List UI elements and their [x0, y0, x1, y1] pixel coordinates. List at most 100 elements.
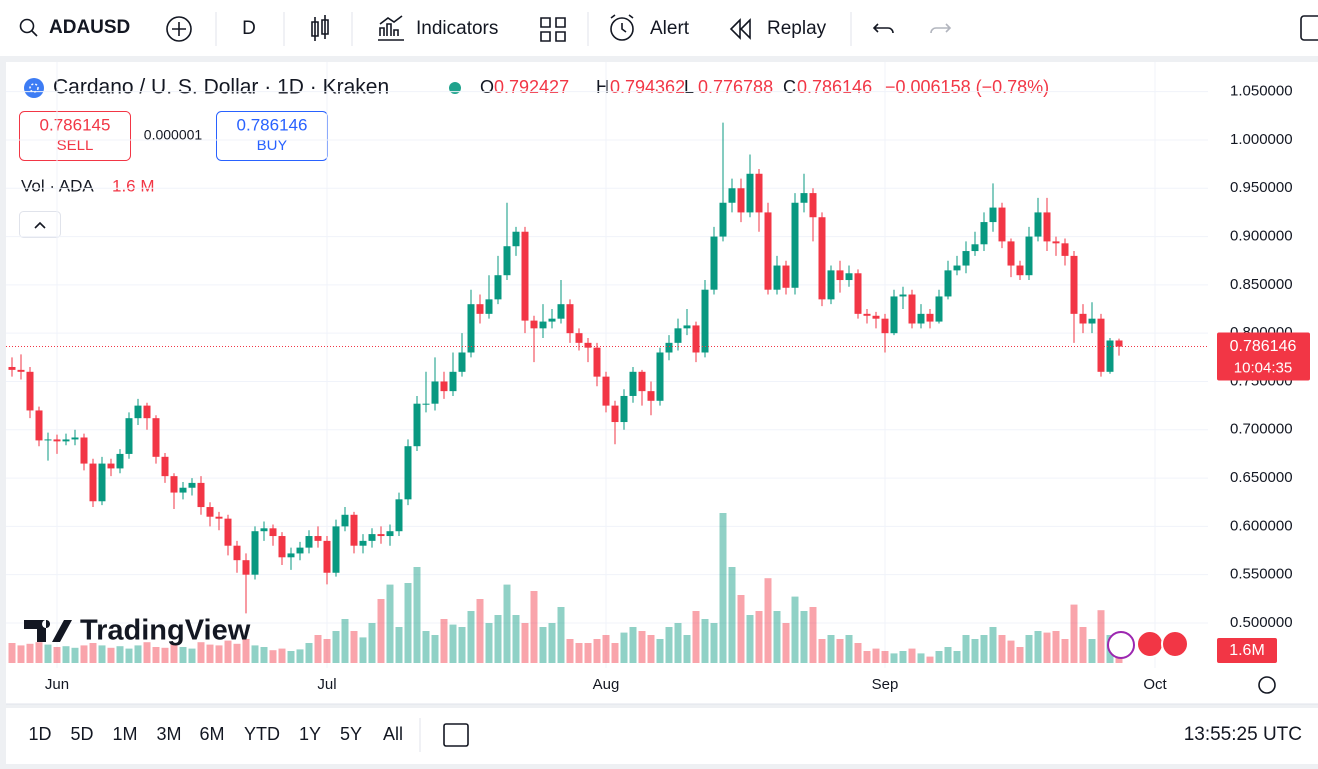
- spread: 0.000001: [144, 127, 203, 143]
- collapse-button[interactable]: [19, 211, 61, 238]
- candle-body: [935, 296, 943, 322]
- candle-body: [170, 476, 178, 493]
- candle-body: [1070, 255, 1078, 314]
- candle-body: [476, 304, 484, 314]
- candle-body: [845, 273, 853, 281]
- compare-icon: [172, 22, 186, 36]
- event-icon[interactable]: [1161, 630, 1189, 658]
- volume-bar: [251, 645, 259, 663]
- volume-bar: [170, 643, 178, 663]
- candle-body: [719, 202, 727, 237]
- candle-body: [683, 325, 691, 329]
- volume-bar: [233, 643, 241, 663]
- layouts-button[interactable]: [540, 17, 566, 42]
- ohlc-key: O: [480, 77, 494, 97]
- volume-bar: [494, 615, 502, 663]
- candle-body: [1088, 318, 1096, 324]
- volume-bar: [1079, 627, 1087, 663]
- volume-bar: [584, 643, 592, 663]
- volume-bar: [1034, 631, 1042, 663]
- candle-body: [269, 528, 277, 537]
- volume-bar: [1061, 639, 1069, 663]
- range-button[interactable]: 5D: [70, 724, 93, 744]
- x-tick-label: Oct: [1143, 676, 1167, 693]
- volume-bar: [638, 631, 646, 663]
- volume-bar: [1088, 639, 1096, 663]
- volume-bar: [728, 567, 736, 663]
- settings-button[interactable]: [1258, 676, 1276, 694]
- volume-bar: [206, 644, 214, 663]
- chart-type-button[interactable]: [311, 15, 329, 41]
- volume-bar: [548, 623, 556, 663]
- panel-button[interactable]: [1300, 15, 1318, 41]
- range-button[interactable]: YTD: [244, 724, 280, 744]
- ohlc-key: H: [596, 77, 609, 97]
- indicators-icon: [378, 15, 404, 41]
- ohlc-key: L: [684, 77, 694, 97]
- event-icon[interactable]: [1107, 631, 1135, 659]
- volume-bar: [458, 627, 466, 663]
- candle-body: [359, 540, 367, 546]
- x-tick-label: Sep: [872, 676, 899, 693]
- range-button[interactable]: 6M: [199, 724, 224, 744]
- volume-bar: [971, 639, 979, 663]
- volume-bar: [71, 647, 79, 663]
- candle-body: [143, 405, 151, 419]
- range-button[interactable]: 1M: [112, 724, 137, 744]
- volume-bar: [593, 639, 601, 663]
- volume-bar: [737, 595, 745, 663]
- sell-button[interactable]: [19, 111, 131, 161]
- volume-bar: [1043, 632, 1051, 663]
- candle-body: [287, 553, 295, 558]
- volume-bar: [791, 596, 799, 663]
- candles: [6, 122, 1208, 614]
- candle-body: [1052, 241, 1060, 244]
- ohlc-value: 0.792427: [494, 77, 569, 97]
- candle-body: [881, 318, 889, 334]
- range-button[interactable]: 5Y: [340, 724, 362, 744]
- market-status: [449, 82, 461, 94]
- candle-body: [566, 304, 574, 334]
- range-button[interactable]: 3M: [156, 724, 181, 744]
- candle-body: [125, 418, 133, 454]
- countdown: 10:04:35: [1234, 360, 1292, 377]
- candle-body: [35, 410, 43, 441]
- volume-bar: [332, 631, 340, 663]
- candle-body: [764, 212, 772, 290]
- candle-body: [62, 439, 70, 442]
- candle-body: [1025, 236, 1033, 276]
- candle-body: [278, 536, 286, 558]
- redo-button[interactable]: [930, 23, 952, 34]
- candle-body: [737, 188, 745, 213]
- volume-bar: [521, 623, 529, 663]
- date-range-button[interactable]: [443, 723, 469, 747]
- sell-label: SELL: [57, 137, 94, 154]
- candle-body: [17, 369, 25, 372]
- indicators-button[interactable]: Indicators: [416, 18, 498, 39]
- volume-bar: [422, 631, 430, 663]
- event-icon[interactable]: [1136, 630, 1164, 658]
- symbol-search[interactable]: ADAUSD: [19, 17, 131, 38]
- alert-button[interactable]: Alert: [650, 18, 690, 39]
- volume-value: 1.6 M: [112, 176, 155, 195]
- range-button[interactable]: 1Y: [299, 724, 321, 744]
- interval[interactable]: D: [242, 18, 256, 39]
- volume-bar: [8, 643, 16, 663]
- candle-body: [305, 536, 313, 548]
- compare-button[interactable]: [166, 16, 192, 42]
- candle-body: [872, 315, 880, 319]
- candle-body: [620, 395, 628, 423]
- replay-button[interactable]: Replay: [767, 18, 827, 39]
- range-button[interactable]: 1D: [28, 724, 51, 744]
- candle-body: [899, 294, 907, 297]
- symbol[interactable]: ADAUSD: [49, 17, 130, 38]
- ohlc-value: 0.776788: [698, 77, 773, 97]
- y-tick-label: 0.550000: [1230, 566, 1293, 583]
- y-tick-label: 1.050000: [1230, 83, 1293, 100]
- range-button[interactable]: All: [383, 724, 403, 744]
- candle-body: [512, 231, 520, 247]
- candle-body: [800, 193, 808, 203]
- undo-button[interactable]: [872, 23, 894, 34]
- volume-bar: [530, 591, 538, 663]
- volume-bar: [710, 623, 718, 663]
